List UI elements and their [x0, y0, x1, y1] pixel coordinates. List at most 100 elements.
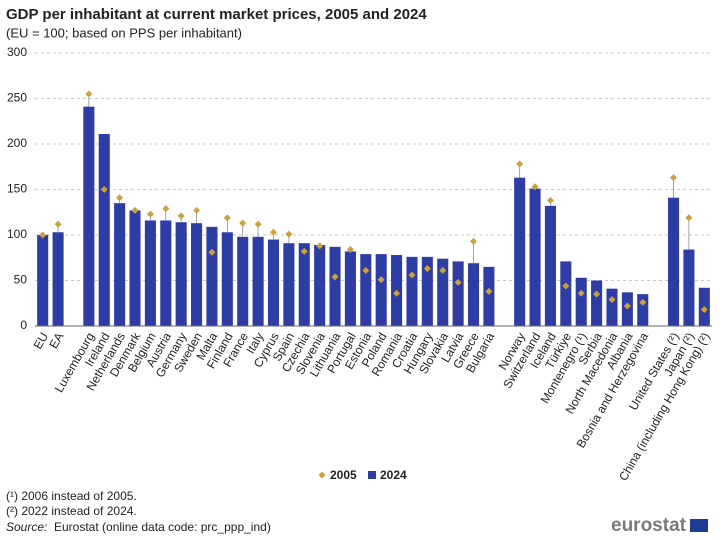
chart-title: GDP per inhabitant at current market pri… — [6, 6, 427, 23]
legend-marker — [318, 471, 326, 479]
marker — [100, 186, 108, 193]
bar — [206, 226, 218, 326]
source-text: Eurostat (online data code: prc_ppp_ind) — [54, 520, 271, 534]
y-tick-label: 50 — [14, 273, 28, 287]
bar — [514, 177, 526, 326]
legend-label: 2005 — [330, 468, 357, 482]
bar — [267, 239, 280, 326]
marker — [239, 219, 247, 227]
bar — [175, 222, 187, 326]
bar — [83, 106, 95, 326]
marker — [269, 228, 277, 236]
bar — [298, 243, 310, 326]
marker — [223, 214, 231, 222]
logo: eurostat — [611, 515, 687, 536]
bar — [252, 236, 264, 326]
bar — [575, 277, 587, 326]
marker — [54, 220, 62, 228]
bar — [160, 220, 172, 326]
y-tick-label: 250 — [7, 91, 27, 105]
y-tick-label: 200 — [7, 136, 27, 150]
bar — [344, 251, 356, 326]
chart-subtitle: (EU = 100; based on PPS per inhabitant) — [6, 25, 242, 40]
legend-label: 2024 — [380, 468, 407, 482]
marker — [608, 296, 616, 304]
bar — [283, 243, 295, 326]
marker — [531, 183, 539, 191]
marker — [639, 298, 647, 306]
legend-marker — [368, 471, 376, 479]
marker — [85, 90, 93, 98]
bar — [52, 232, 64, 326]
bar — [221, 232, 233, 326]
bar — [560, 261, 572, 326]
marker — [146, 210, 154, 218]
y-tick-label: 150 — [7, 182, 27, 196]
y-tick-label: 0 — [20, 318, 27, 332]
bar — [544, 205, 556, 326]
marker — [470, 237, 478, 245]
marker — [700, 306, 708, 314]
bar — [452, 261, 464, 326]
marker — [39, 231, 47, 239]
marker — [300, 247, 308, 255]
bar — [406, 256, 418, 326]
marker — [685, 214, 693, 222]
bar — [683, 249, 695, 326]
marker — [131, 206, 139, 214]
bar — [114, 203, 126, 326]
bar — [375, 254, 387, 326]
bar — [144, 220, 156, 326]
marker — [623, 302, 631, 310]
marker — [285, 230, 293, 238]
marker — [316, 242, 324, 250]
bar — [483, 266, 495, 326]
bar — [37, 235, 49, 326]
marker — [116, 194, 124, 202]
marker — [362, 266, 370, 274]
bar — [591, 280, 603, 326]
marker — [454, 278, 462, 286]
bar — [637, 294, 649, 326]
marker — [377, 276, 385, 284]
marker — [516, 160, 524, 168]
marker — [485, 287, 493, 295]
bar — [529, 188, 541, 326]
marker — [577, 289, 585, 297]
y-tick-label: 100 — [7, 227, 27, 241]
marker — [208, 248, 216, 256]
logo-flag — [690, 519, 708, 532]
marker — [408, 271, 416, 279]
marker — [346, 246, 354, 254]
bar — [98, 133, 110, 326]
marker — [254, 220, 262, 228]
marker — [162, 205, 170, 213]
bar — [467, 263, 480, 326]
footnote: (²) 2022 instead of 2024. — [6, 504, 137, 518]
bar — [314, 245, 326, 326]
marker — [177, 212, 185, 220]
bar — [667, 197, 680, 326]
y-tick-label: 300 — [7, 45, 27, 59]
marker — [670, 174, 678, 182]
marker — [331, 273, 339, 281]
bar — [360, 254, 372, 326]
marker — [562, 282, 570, 290]
bar — [437, 258, 449, 326]
marker — [439, 266, 447, 274]
bar — [421, 256, 433, 326]
bar — [329, 246, 341, 326]
x-tick-label: EA — [46, 330, 66, 351]
bar — [191, 223, 203, 326]
marker — [546, 196, 554, 204]
marker — [393, 289, 401, 297]
bar — [237, 236, 249, 326]
marker — [193, 206, 201, 214]
marker — [593, 290, 601, 298]
bar — [129, 210, 141, 326]
footnote: (¹) 2006 instead of 2005. — [6, 489, 137, 503]
source-label: Source: — [6, 520, 47, 534]
marker — [423, 265, 431, 273]
bar — [606, 288, 618, 326]
